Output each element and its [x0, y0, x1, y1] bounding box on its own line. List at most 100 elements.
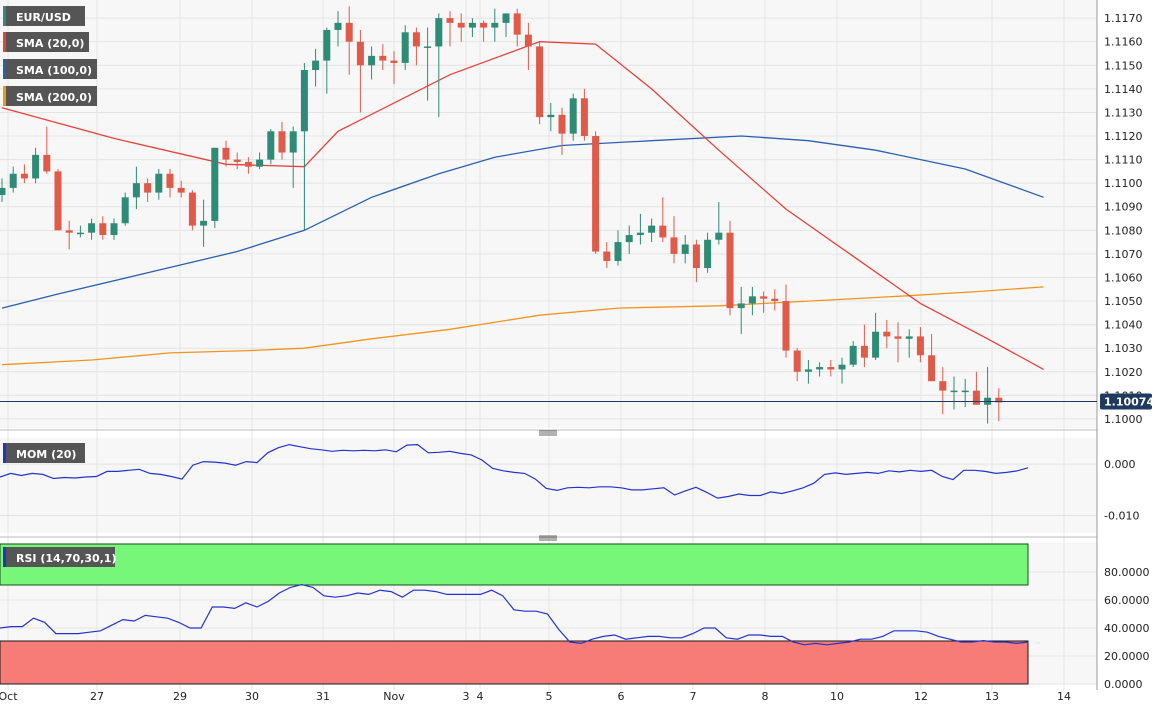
- legend-sma200[interactable]: SMA (200,0): [3, 86, 97, 106]
- pane-resize-handle[interactable]: [539, 535, 557, 541]
- x-tick-label: 8: [762, 690, 769, 703]
- y-tick-label: 80.0000: [1104, 566, 1150, 579]
- candle-body: [659, 225, 667, 238]
- x-tick-label: 3: [463, 690, 470, 703]
- x-tick-label: 5: [546, 690, 553, 703]
- candle-body: [704, 239, 712, 269]
- y-tick-label: 40.0000: [1104, 622, 1150, 635]
- candle-body: [0, 187, 6, 195]
- legend-sma200-swatch: [3, 86, 6, 106]
- candles: [0, 6, 1003, 424]
- candle-body: [502, 13, 510, 23]
- x-tick-label: Oct: [0, 690, 18, 703]
- candle-body: [256, 159, 264, 167]
- candle-body: [9, 173, 17, 188]
- y-tick-label: 1.1050: [1104, 295, 1143, 308]
- candle-body: [356, 41, 364, 66]
- x-tick-label: 30: [245, 690, 259, 703]
- candle-body: [65, 230, 73, 233]
- candle-body: [972, 390, 980, 405]
- candle-body: [592, 136, 600, 252]
- rsi-line: [0, 583, 1029, 646]
- y-tick-label: 0.0000: [1104, 678, 1143, 691]
- y-tick-label: 1.1020: [1104, 366, 1143, 379]
- candle-body: [43, 154, 51, 172]
- candle-body: [681, 244, 689, 254]
- candle-body: [312, 60, 320, 71]
- legend-eurusd[interactable]: EUR/USD: [3, 6, 85, 26]
- candle-body: [155, 173, 163, 193]
- candle-body: [692, 244, 700, 269]
- sma100-line: [1, 135, 1044, 309]
- y-tick-label: 1.1080: [1104, 224, 1143, 237]
- candle-body: [614, 242, 622, 261]
- y-tick-label: 1.1000: [1104, 413, 1143, 426]
- y-tick-label: 1.1040: [1104, 319, 1143, 332]
- candle-body: [110, 223, 118, 236]
- candle-body: [144, 183, 152, 193]
- candle-body: [323, 29, 331, 61]
- candle-body: [121, 197, 129, 224]
- legend-sma20-label: SMA (20,0): [16, 37, 84, 50]
- legend-eurusd-swatch: [3, 6, 6, 26]
- legend-sma100[interactable]: SMA (100,0): [3, 59, 97, 79]
- candle-body: [457, 22, 465, 28]
- candle-body: [211, 147, 219, 221]
- y-tick-label: 1.1170: [1104, 12, 1143, 25]
- candle-body: [883, 331, 891, 337]
- x-tick-label: 7: [690, 690, 697, 703]
- candle-body: [939, 381, 947, 391]
- candle-body: [872, 331, 880, 358]
- candle-body: [424, 46, 432, 48]
- candle-body: [995, 397, 1003, 403]
- candle-body: [558, 114, 566, 134]
- candle-body: [760, 296, 768, 299]
- candle-body: [54, 171, 62, 231]
- legend-eurusd-label: EUR/USD: [16, 11, 71, 24]
- axes: 1.10001.10101.10201.10301.10401.10501.10…: [0, 12, 1150, 703]
- candle-body: [928, 355, 936, 382]
- candle-body: [267, 131, 275, 160]
- candle-body: [446, 18, 454, 23]
- candle-body: [480, 22, 488, 28]
- x-tick-label: 13: [985, 690, 999, 703]
- rsi-overbought-zone: [0, 543, 1029, 586]
- candle-body: [468, 22, 476, 28]
- candle-body: [390, 60, 398, 63]
- y-tick-label: 1.1150: [1104, 59, 1143, 72]
- candle-body: [547, 114, 555, 118]
- legend-sma20[interactable]: SMA (20,0): [3, 32, 89, 52]
- candle-body: [793, 350, 801, 372]
- x-tick-label: 6: [618, 690, 625, 703]
- pane-resize-handle[interactable]: [539, 430, 557, 436]
- candle-body: [412, 32, 420, 47]
- candle-body: [648, 225, 656, 233]
- legend-mom[interactable]: MOM (20): [3, 443, 85, 463]
- candle-body: [289, 131, 297, 153]
- candle-body: [334, 22, 342, 30]
- candle-body: [435, 18, 443, 47]
- candle-body: [300, 70, 308, 132]
- candle-body: [726, 232, 734, 309]
- y-tick-label: 20.0000: [1104, 650, 1150, 663]
- candle-body: [536, 46, 544, 118]
- candle-body: [905, 336, 913, 339]
- y-tick-label: 1.1160: [1104, 36, 1143, 49]
- candle-body: [816, 367, 824, 370]
- candle-body: [838, 364, 846, 370]
- y-tick-label: 1.1140: [1104, 83, 1143, 96]
- candle-body: [345, 22, 353, 42]
- candle-body: [849, 345, 857, 365]
- y-tick-label: 1.1130: [1104, 106, 1143, 119]
- y-tick-label: 60.0000: [1104, 594, 1150, 607]
- candle-body: [860, 345, 868, 358]
- series: [0, 41, 1044, 646]
- y-tick-label: -0.010: [1104, 510, 1139, 523]
- candle-body: [916, 336, 924, 356]
- candle-body: [177, 187, 185, 193]
- candle-body: [782, 301, 790, 351]
- legend-rsi[interactable]: RSI (14,70,30,1): [3, 547, 116, 567]
- y-tick-label: 1.1110: [1104, 154, 1143, 167]
- candle-body: [244, 161, 252, 167]
